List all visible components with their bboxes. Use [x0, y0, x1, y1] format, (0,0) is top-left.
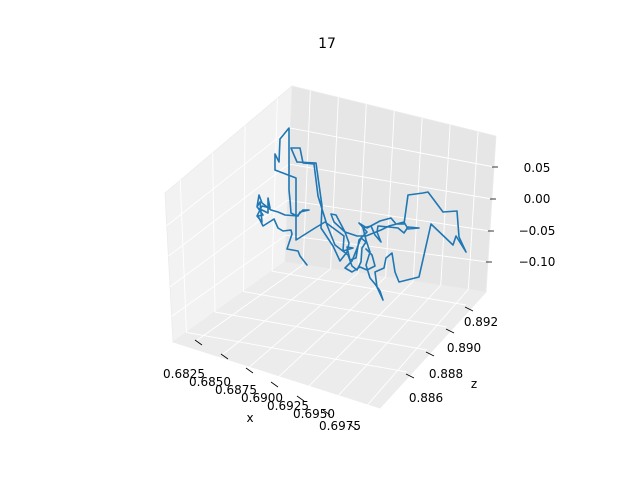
x-tick-mark: [220, 353, 229, 360]
grid-line-x: [412, 117, 423, 282]
tick-marks: [194, 166, 499, 430]
x-tick-label: 0.6950: [293, 407, 335, 421]
grid-line-vertical: [286, 234, 488, 263]
grid-line-x: [385, 111, 395, 278]
chart-title: 17: [318, 36, 336, 52]
grid-line-x: [246, 272, 359, 370]
vertical-tick-label: 0.05: [524, 161, 551, 175]
x-tick-label: 0.6850: [189, 375, 231, 389]
grid-line-x: [271, 276, 387, 384]
grid-line-z: [272, 270, 467, 306]
grid-line-x: [221, 268, 331, 356]
vertical-tick-label: 0.00: [524, 192, 551, 206]
grid-line-x: [323, 284, 442, 412]
z-tick-label: 0.888: [429, 367, 463, 381]
z-tick-label: 0.890: [447, 341, 481, 355]
floor-pane: [172, 261, 487, 409]
grid-line-vertical: [290, 127, 495, 168]
series-line: [256, 127, 467, 301]
x-tick-mark: [348, 423, 357, 430]
x-axis-label: x: [246, 411, 253, 425]
grid-line-vertical: [171, 234, 287, 317]
x-tick-mark: [194, 339, 203, 346]
z-axis-label: z: [471, 377, 477, 391]
grid-line-x: [195, 264, 304, 342]
z-tick-labels: 0.886 0.888 0.890 0.892: [409, 315, 498, 405]
x-tick-mark: [245, 367, 254, 374]
grid-line-z: [214, 311, 428, 351]
grid-line-z: [186, 331, 408, 373]
grid-line-z: [243, 125, 246, 292]
x-tick-label: 0.6875: [215, 383, 257, 397]
x-tick-mark: [322, 409, 331, 416]
z-tick-mark: [464, 306, 474, 312]
vertical-tick-label: −0.10: [519, 255, 556, 269]
x-tick-label: 0.6975: [319, 419, 361, 433]
x-tick-mark: [270, 381, 279, 388]
x-tick-label: 0.6925: [267, 399, 309, 413]
x-tick-label: 0.6900: [241, 391, 283, 405]
grid-line-vertical: [168, 163, 290, 257]
x-tick-mark: [296, 395, 305, 402]
grid-line-z: [243, 291, 448, 328]
grid-line-x: [297, 280, 414, 398]
grid-line-x: [467, 131, 479, 290]
grid-line-vertical: [169, 199, 288, 288]
z-tick-mark: [445, 328, 455, 334]
z-tick-label: 0.886: [409, 391, 443, 405]
grid-line-z: [271, 98, 278, 272]
vertical-tick-label: −0.05: [519, 224, 556, 238]
x-tick-label: 0.6825: [163, 367, 205, 381]
grid-line-x: [440, 124, 451, 286]
z-tick-label: 0.892: [464, 315, 498, 329]
grid-lines: [166, 90, 495, 426]
grid-line-x: [330, 97, 339, 269]
grid-line-vertical: [288, 163, 493, 200]
grid-line-vertical: [166, 127, 291, 226]
grid-line-x: [349, 289, 469, 426]
x-tick-labels: 0.68250.68500.68750.69000.69250.69500.69…: [163, 367, 361, 433]
z-tick-mark: [425, 351, 435, 357]
z-tick-mark: [405, 373, 415, 379]
vertical-tick-labels: 0.05 0.00 −0.05 −0.10: [519, 161, 556, 269]
